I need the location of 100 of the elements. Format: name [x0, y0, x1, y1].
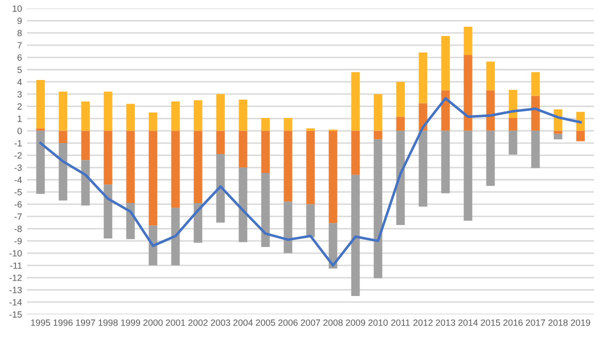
y-tick-label: 3 — [17, 91, 22, 98]
bar — [441, 36, 450, 90]
y-tick-label: -15 — [9, 311, 22, 318]
bar — [194, 202, 202, 243]
x-tick-label: 2016 — [503, 319, 523, 326]
bar — [36, 80, 45, 128]
bar — [261, 130, 270, 174]
bar — [104, 130, 112, 185]
x-tick-label: 1999 — [121, 319, 140, 326]
bar — [148, 112, 158, 131]
bar — [576, 112, 585, 131]
bar — [171, 130, 180, 208]
bar — [171, 101, 180, 131]
bar — [81, 160, 90, 206]
bar — [374, 94, 382, 131]
bar — [238, 100, 248, 131]
x-tick-label: 2005 — [256, 319, 276, 326]
x-tick-label: 2001 — [166, 319, 186, 326]
y-tick-label: -14 — [9, 299, 22, 306]
bar — [418, 52, 428, 104]
y-tick-label: -8 — [14, 226, 22, 232]
bar — [194, 100, 202, 131]
bar — [284, 202, 292, 254]
y-tick-label: 10 — [12, 5, 22, 12]
x-tick-label: 2013 — [436, 319, 456, 326]
y-tick-label: 5 — [17, 66, 22, 73]
y-tick-label: 8 — [18, 30, 22, 36]
bar — [374, 130, 382, 140]
bar — [464, 130, 472, 221]
x-tick-label: 2017 — [526, 319, 546, 326]
bar — [216, 130, 225, 154]
bar — [396, 116, 405, 131]
bar — [261, 118, 270, 131]
y-tick-label: 4 — [17, 78, 22, 86]
bar — [306, 128, 315, 131]
x-tick-label: 2014 — [458, 319, 478, 326]
bar — [148, 130, 158, 226]
x-tick-label: 2012 — [413, 319, 433, 326]
y-tick-label: 1 — [18, 116, 22, 122]
bar — [554, 130, 562, 134]
bar — [328, 223, 338, 268]
bar — [104, 184, 112, 238]
x-tick-label: 1996 — [54, 319, 73, 326]
bar — [261, 173, 270, 248]
bar — [508, 130, 518, 155]
bar — [464, 26, 472, 55]
bar — [216, 94, 225, 131]
x-tick-label: 2015 — [480, 319, 500, 326]
bar — [126, 130, 135, 203]
bar — [508, 90, 518, 118]
bar — [284, 118, 292, 131]
x-tick-label: 2004 — [233, 319, 253, 326]
bar — [418, 130, 428, 207]
bar — [306, 204, 315, 238]
y-tick-label: -1 — [14, 140, 22, 146]
bar — [238, 130, 248, 168]
x-tick-label: 2019 — [570, 319, 590, 326]
y-tick-label: -3 — [14, 164, 22, 171]
bar — [531, 96, 540, 131]
y-tick-label: 0 — [17, 128, 22, 134]
bar — [441, 90, 450, 131]
y-tick-label: -10 — [9, 250, 22, 257]
line-series — [39, 97, 582, 267]
x-tick-label: 2006 — [278, 319, 298, 326]
bar — [58, 130, 68, 144]
x-tick-label: 2003 — [210, 319, 230, 326]
bar — [396, 130, 405, 226]
y-tick-label: -5 — [14, 189, 22, 196]
bar — [351, 174, 360, 296]
x-tick-label: 2000 — [143, 319, 163, 326]
bar — [351, 72, 360, 131]
bar — [531, 72, 540, 96]
y-tick-label: 6 — [18, 54, 22, 61]
x-tick-label: 2018 — [548, 319, 568, 326]
y-tick-label: -6 — [14, 201, 22, 208]
bar — [486, 130, 495, 186]
y-tick-label: -12 — [9, 274, 22, 281]
x-tick-label: 1995 — [31, 319, 50, 326]
bar — [374, 139, 382, 278]
y-tick-label: -13 — [9, 286, 22, 294]
x-tick-label: 2007 — [300, 319, 320, 326]
bar — [284, 130, 292, 202]
y-tick-label: 9 — [18, 18, 22, 24]
bar — [508, 118, 518, 131]
bar — [194, 130, 202, 203]
bar — [486, 62, 495, 90]
bar — [531, 130, 540, 168]
bar — [238, 168, 248, 242]
x-tick-label: 2002 — [188, 319, 208, 326]
bar — [171, 208, 180, 266]
x-tick-label: 1997 — [76, 319, 96, 326]
bar — [81, 130, 90, 160]
bar — [148, 226, 158, 266]
bar — [576, 130, 585, 142]
bar — [328, 130, 338, 224]
bar — [441, 130, 450, 194]
x-tick-label: 2010 — [368, 319, 388, 326]
bar — [396, 82, 405, 117]
x-tick-label: 2009 — [346, 319, 366, 326]
bar — [36, 128, 45, 131]
